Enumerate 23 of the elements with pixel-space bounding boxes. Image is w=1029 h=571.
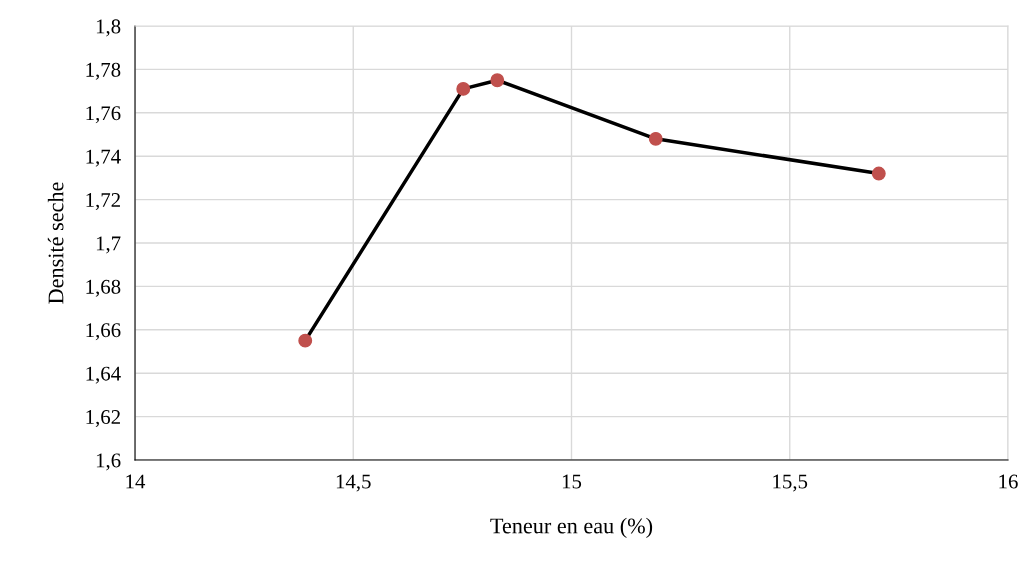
- point: [298, 333, 313, 348]
- y-tick-label: 1,66: [86, 323, 121, 341]
- y-tick-label: 1,72: [86, 193, 120, 211]
- y-tick-label: 1,68: [86, 279, 121, 297]
- y-tick-label: 1,7: [96, 236, 121, 254]
- y-tick-label: 1,6: [96, 453, 121, 471]
- point: [456, 81, 471, 96]
- y-tick-label: 1,76: [86, 106, 121, 124]
- x-tick-label: 16: [999, 474, 1018, 489]
- y-tick-label: 1,62: [86, 410, 120, 428]
- x-tick-label: 15: [562, 474, 582, 489]
- y-tick-label: 1,8: [96, 19, 121, 37]
- y-axis-title: Densité seche: [47, 182, 64, 304]
- x-tick-label: 15,5: [773, 474, 808, 492]
- x-tick-label: 14,5: [336, 474, 371, 492]
- y-tick-label: 1,64: [86, 366, 121, 384]
- y-tick-label: 1,78: [86, 62, 121, 80]
- x-tick-label: 14: [126, 474, 146, 489]
- point: [871, 166, 886, 181]
- point: [648, 131, 663, 146]
- x-axis-title: Teneur en eau (%): [490, 517, 653, 538]
- point: [490, 73, 505, 88]
- y-tick-label: 1,74: [86, 149, 121, 167]
